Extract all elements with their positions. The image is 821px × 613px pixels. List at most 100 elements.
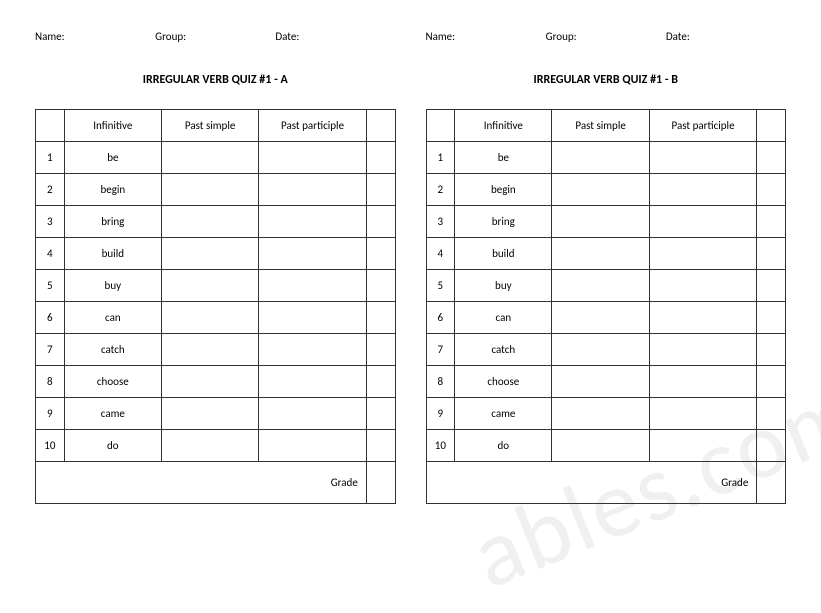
past-participle-cell[interactable] bbox=[259, 334, 367, 366]
quiz-b: Name: Group: Date: IRREGULAR VERB QUIZ #… bbox=[426, 30, 787, 504]
table-header-row: Infinitive Past simple Past participle bbox=[36, 110, 396, 142]
past-simple-cell[interactable] bbox=[161, 206, 258, 238]
row-number: 10 bbox=[426, 430, 455, 462]
end-cell bbox=[366, 270, 395, 302]
col-infinitive-header: Infinitive bbox=[64, 110, 161, 142]
infinitive-cell: begin bbox=[64, 174, 161, 206]
col-num-header bbox=[36, 110, 65, 142]
grade-cell[interactable] bbox=[757, 462, 786, 504]
table-row: 10do bbox=[36, 430, 396, 462]
past-participle-cell[interactable] bbox=[259, 430, 367, 462]
grade-label: Grade bbox=[36, 462, 367, 504]
table-row: 1be bbox=[426, 142, 786, 174]
past-simple-cell[interactable] bbox=[552, 366, 649, 398]
end-cell bbox=[757, 238, 786, 270]
infinitive-cell: bring bbox=[455, 206, 552, 238]
past-participle-cell[interactable] bbox=[259, 270, 367, 302]
quiz-container: Name: Group: Date: IRREGULAR VERB QUIZ #… bbox=[35, 30, 786, 504]
past-simple-cell[interactable] bbox=[161, 270, 258, 302]
row-number: 9 bbox=[36, 398, 65, 430]
past-participle-cell[interactable] bbox=[259, 398, 367, 430]
infinitive-cell: do bbox=[64, 430, 161, 462]
end-cell bbox=[757, 430, 786, 462]
past-participle-cell[interactable] bbox=[649, 174, 757, 206]
past-participle-cell[interactable] bbox=[649, 398, 757, 430]
table-row: 2begin bbox=[426, 174, 786, 206]
row-number: 6 bbox=[426, 302, 455, 334]
end-cell bbox=[366, 238, 395, 270]
table-row: 6can bbox=[36, 302, 396, 334]
end-cell bbox=[757, 206, 786, 238]
past-participle-cell[interactable] bbox=[259, 238, 367, 270]
grade-row: Grade bbox=[426, 462, 786, 504]
name-label: Name: bbox=[426, 30, 546, 43]
past-simple-cell[interactable] bbox=[552, 174, 649, 206]
past-simple-cell[interactable] bbox=[552, 238, 649, 270]
past-participle-cell[interactable] bbox=[649, 334, 757, 366]
table-header-row: Infinitive Past simple Past participle bbox=[426, 110, 786, 142]
past-participle-cell[interactable] bbox=[649, 430, 757, 462]
col-pastsimple-header: Past simple bbox=[552, 110, 649, 142]
grade-label: Grade bbox=[426, 462, 757, 504]
grade-cell[interactable] bbox=[366, 462, 395, 504]
page-content: Name: Group: Date: IRREGULAR VERB QUIZ #… bbox=[35, 30, 786, 504]
infinitive-cell: do bbox=[455, 430, 552, 462]
past-simple-cell[interactable] bbox=[161, 174, 258, 206]
quiz-a: Name: Group: Date: IRREGULAR VERB QUIZ #… bbox=[35, 30, 396, 504]
past-participle-cell[interactable] bbox=[649, 142, 757, 174]
past-simple-cell[interactable] bbox=[161, 430, 258, 462]
end-cell bbox=[366, 366, 395, 398]
infinitive-cell: be bbox=[64, 142, 161, 174]
past-participle-cell[interactable] bbox=[649, 238, 757, 270]
past-participle-cell[interactable] bbox=[649, 206, 757, 238]
past-simple-cell[interactable] bbox=[552, 430, 649, 462]
quiz-a-tbody: 1be2begin3bring4build5buy6can7catch8choo… bbox=[36, 142, 396, 462]
table-row: 5buy bbox=[426, 270, 786, 302]
past-participle-cell[interactable] bbox=[649, 302, 757, 334]
header-labels-b: Name: Group: Date: bbox=[426, 30, 787, 43]
row-number: 2 bbox=[426, 174, 455, 206]
past-participle-cell[interactable] bbox=[259, 366, 367, 398]
row-number: 7 bbox=[426, 334, 455, 366]
end-cell bbox=[366, 430, 395, 462]
table-row: 2begin bbox=[36, 174, 396, 206]
infinitive-cell: came bbox=[455, 398, 552, 430]
row-number: 8 bbox=[36, 366, 65, 398]
infinitive-cell: build bbox=[455, 238, 552, 270]
past-simple-cell[interactable] bbox=[552, 302, 649, 334]
past-participle-cell[interactable] bbox=[259, 206, 367, 238]
past-simple-cell[interactable] bbox=[161, 366, 258, 398]
past-simple-cell[interactable] bbox=[161, 302, 258, 334]
past-participle-cell[interactable] bbox=[649, 270, 757, 302]
infinitive-cell: came bbox=[64, 398, 161, 430]
end-cell bbox=[366, 398, 395, 430]
past-simple-cell[interactable] bbox=[161, 142, 258, 174]
date-label: Date: bbox=[275, 30, 395, 43]
past-simple-cell[interactable] bbox=[552, 206, 649, 238]
end-cell bbox=[757, 334, 786, 366]
past-participle-cell[interactable] bbox=[259, 302, 367, 334]
end-cell bbox=[757, 398, 786, 430]
row-number: 10 bbox=[36, 430, 65, 462]
col-num-header bbox=[426, 110, 455, 142]
past-participle-cell[interactable] bbox=[649, 366, 757, 398]
past-simple-cell[interactable] bbox=[552, 142, 649, 174]
infinitive-cell: can bbox=[64, 302, 161, 334]
header-labels-a: Name: Group: Date: bbox=[35, 30, 396, 43]
past-simple-cell[interactable] bbox=[552, 270, 649, 302]
infinitive-cell: catch bbox=[455, 334, 552, 366]
past-simple-cell[interactable] bbox=[161, 238, 258, 270]
past-simple-cell[interactable] bbox=[552, 334, 649, 366]
row-number: 5 bbox=[36, 270, 65, 302]
past-simple-cell[interactable] bbox=[161, 398, 258, 430]
past-participle-cell[interactable] bbox=[259, 174, 367, 206]
table-row: 7catch bbox=[426, 334, 786, 366]
table-row: 3bring bbox=[36, 206, 396, 238]
end-cell bbox=[757, 302, 786, 334]
past-simple-cell[interactable] bbox=[552, 398, 649, 430]
past-participle-cell[interactable] bbox=[259, 142, 367, 174]
past-simple-cell[interactable] bbox=[161, 334, 258, 366]
table-row: 10do bbox=[426, 430, 786, 462]
row-number: 1 bbox=[36, 142, 65, 174]
infinitive-cell: bring bbox=[64, 206, 161, 238]
